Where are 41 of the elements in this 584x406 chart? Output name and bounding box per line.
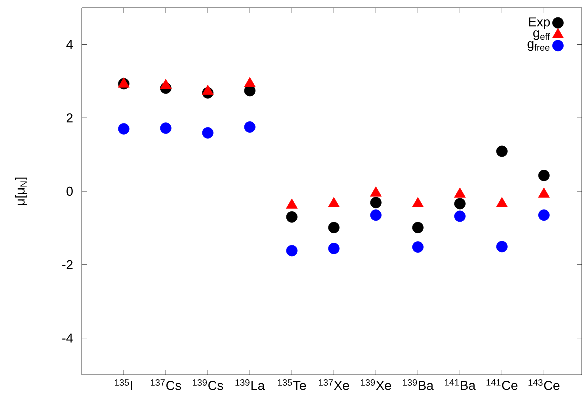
point xyxy=(160,122,172,134)
x-tick-label: $^{137}$Cs xyxy=(150,380,182,390)
point xyxy=(496,241,508,253)
point xyxy=(244,122,256,133)
point xyxy=(538,210,550,222)
point xyxy=(412,222,424,234)
y-tick-label: 2 xyxy=(66,114,73,123)
x-tick-label: $^{141}$Ce xyxy=(486,380,518,390)
legend-label: Exp xyxy=(529,18,550,30)
x-tick-label: $^{139}$Xe xyxy=(361,380,392,390)
point xyxy=(286,212,298,223)
x-tick-label: $^{137}$Xe xyxy=(319,380,350,390)
x-tick-label: $^{139}$Cs xyxy=(193,380,224,390)
x-tick-label: $^{139}$La xyxy=(236,380,266,390)
point xyxy=(244,77,256,88)
point xyxy=(328,243,340,254)
point xyxy=(412,242,424,253)
y-tick-label: 4 xyxy=(66,40,74,50)
point xyxy=(118,123,130,135)
point xyxy=(454,210,466,222)
y-tick-label: -2 xyxy=(62,260,73,270)
y-axis-title: μ[μ$_{N}$] xyxy=(15,178,28,206)
x-tick-label: $^{141}$Ba xyxy=(445,380,476,390)
y-tick-label: -4 xyxy=(62,334,74,343)
point xyxy=(160,79,172,90)
x-tick-label: $^{143}$Ce xyxy=(528,380,560,390)
x-tick-label: $^{135}$Te xyxy=(278,380,306,390)
point xyxy=(370,197,382,209)
point xyxy=(370,210,382,222)
point xyxy=(202,127,214,139)
point xyxy=(286,245,298,257)
point xyxy=(454,198,466,210)
y-tick-label: 0 xyxy=(66,186,73,196)
x-tick-label: $^{139}$Ba xyxy=(403,380,434,390)
point xyxy=(538,170,550,182)
x-tick-label: $^{135}$I xyxy=(115,380,132,390)
point xyxy=(496,146,508,158)
legend-label: g$_{eff}$ xyxy=(534,30,550,40)
point xyxy=(328,222,340,234)
point xyxy=(202,84,214,96)
legend-label: g$_{free}$ xyxy=(528,41,550,52)
